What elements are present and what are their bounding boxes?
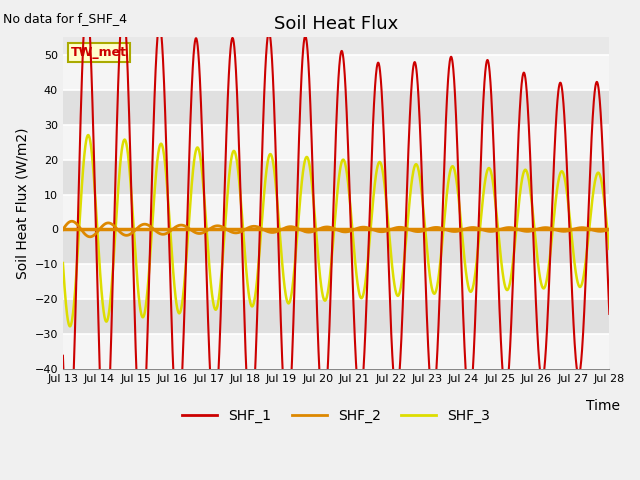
SHF_1 — [59, 353, 67, 359]
SHF_2 — [86, 234, 94, 240]
Bar — [63, 194, 609, 229]
SHF_2 — [605, 227, 613, 232]
Bar — [63, 334, 609, 369]
SHF_2 — [325, 224, 333, 230]
SHF_2 — [311, 228, 319, 234]
Title: Soil Heat Flux: Soil Heat Flux — [274, 15, 398, 33]
Bar — [63, 90, 609, 125]
Bar — [63, 229, 609, 264]
SHF_2 — [490, 228, 497, 234]
Legend: SHF_1, SHF_2, SHF_3: SHF_1, SHF_2, SHF_3 — [177, 403, 495, 429]
SHF_3 — [590, 184, 598, 190]
Text: TW_met: TW_met — [71, 46, 127, 59]
SHF_1 — [325, 331, 333, 336]
SHF_1 — [490, 147, 497, 153]
SHF_3 — [490, 185, 497, 191]
Text: No data for f_SHF_4: No data for f_SHF_4 — [3, 12, 127, 25]
SHF_1 — [590, 96, 598, 101]
SHF_3 — [59, 260, 67, 266]
SHF_2 — [590, 228, 598, 233]
Line: SHF_3: SHF_3 — [63, 135, 609, 326]
SHF_1 — [590, 98, 598, 104]
Bar — [63, 264, 609, 300]
Bar — [63, 160, 609, 194]
SHF_1 — [83, 0, 90, 5]
Bar — [63, 55, 609, 90]
SHF_1 — [605, 311, 613, 317]
SHF_3 — [590, 186, 598, 192]
SHF_3 — [88, 146, 95, 152]
SHF_1 — [101, 454, 109, 459]
SHF_3 — [66, 324, 74, 329]
SHF_3 — [325, 280, 333, 286]
Bar — [63, 300, 609, 334]
SHF_3 — [311, 212, 319, 217]
SHF_1 — [311, 234, 319, 240]
SHF_3 — [84, 132, 92, 138]
Y-axis label: Soil Heat Flux (W/m2): Soil Heat Flux (W/m2) — [15, 128, 29, 279]
SHF_1 — [87, 59, 95, 65]
Line: SHF_1: SHF_1 — [63, 2, 609, 456]
SHF_2 — [68, 218, 76, 224]
SHF_3 — [605, 246, 613, 252]
Bar — [63, 125, 609, 160]
SHF_2 — [88, 234, 95, 240]
X-axis label: Time: Time — [586, 399, 620, 413]
SHF_2 — [590, 228, 598, 233]
SHF_2 — [59, 227, 67, 232]
Line: SHF_2: SHF_2 — [63, 221, 609, 237]
